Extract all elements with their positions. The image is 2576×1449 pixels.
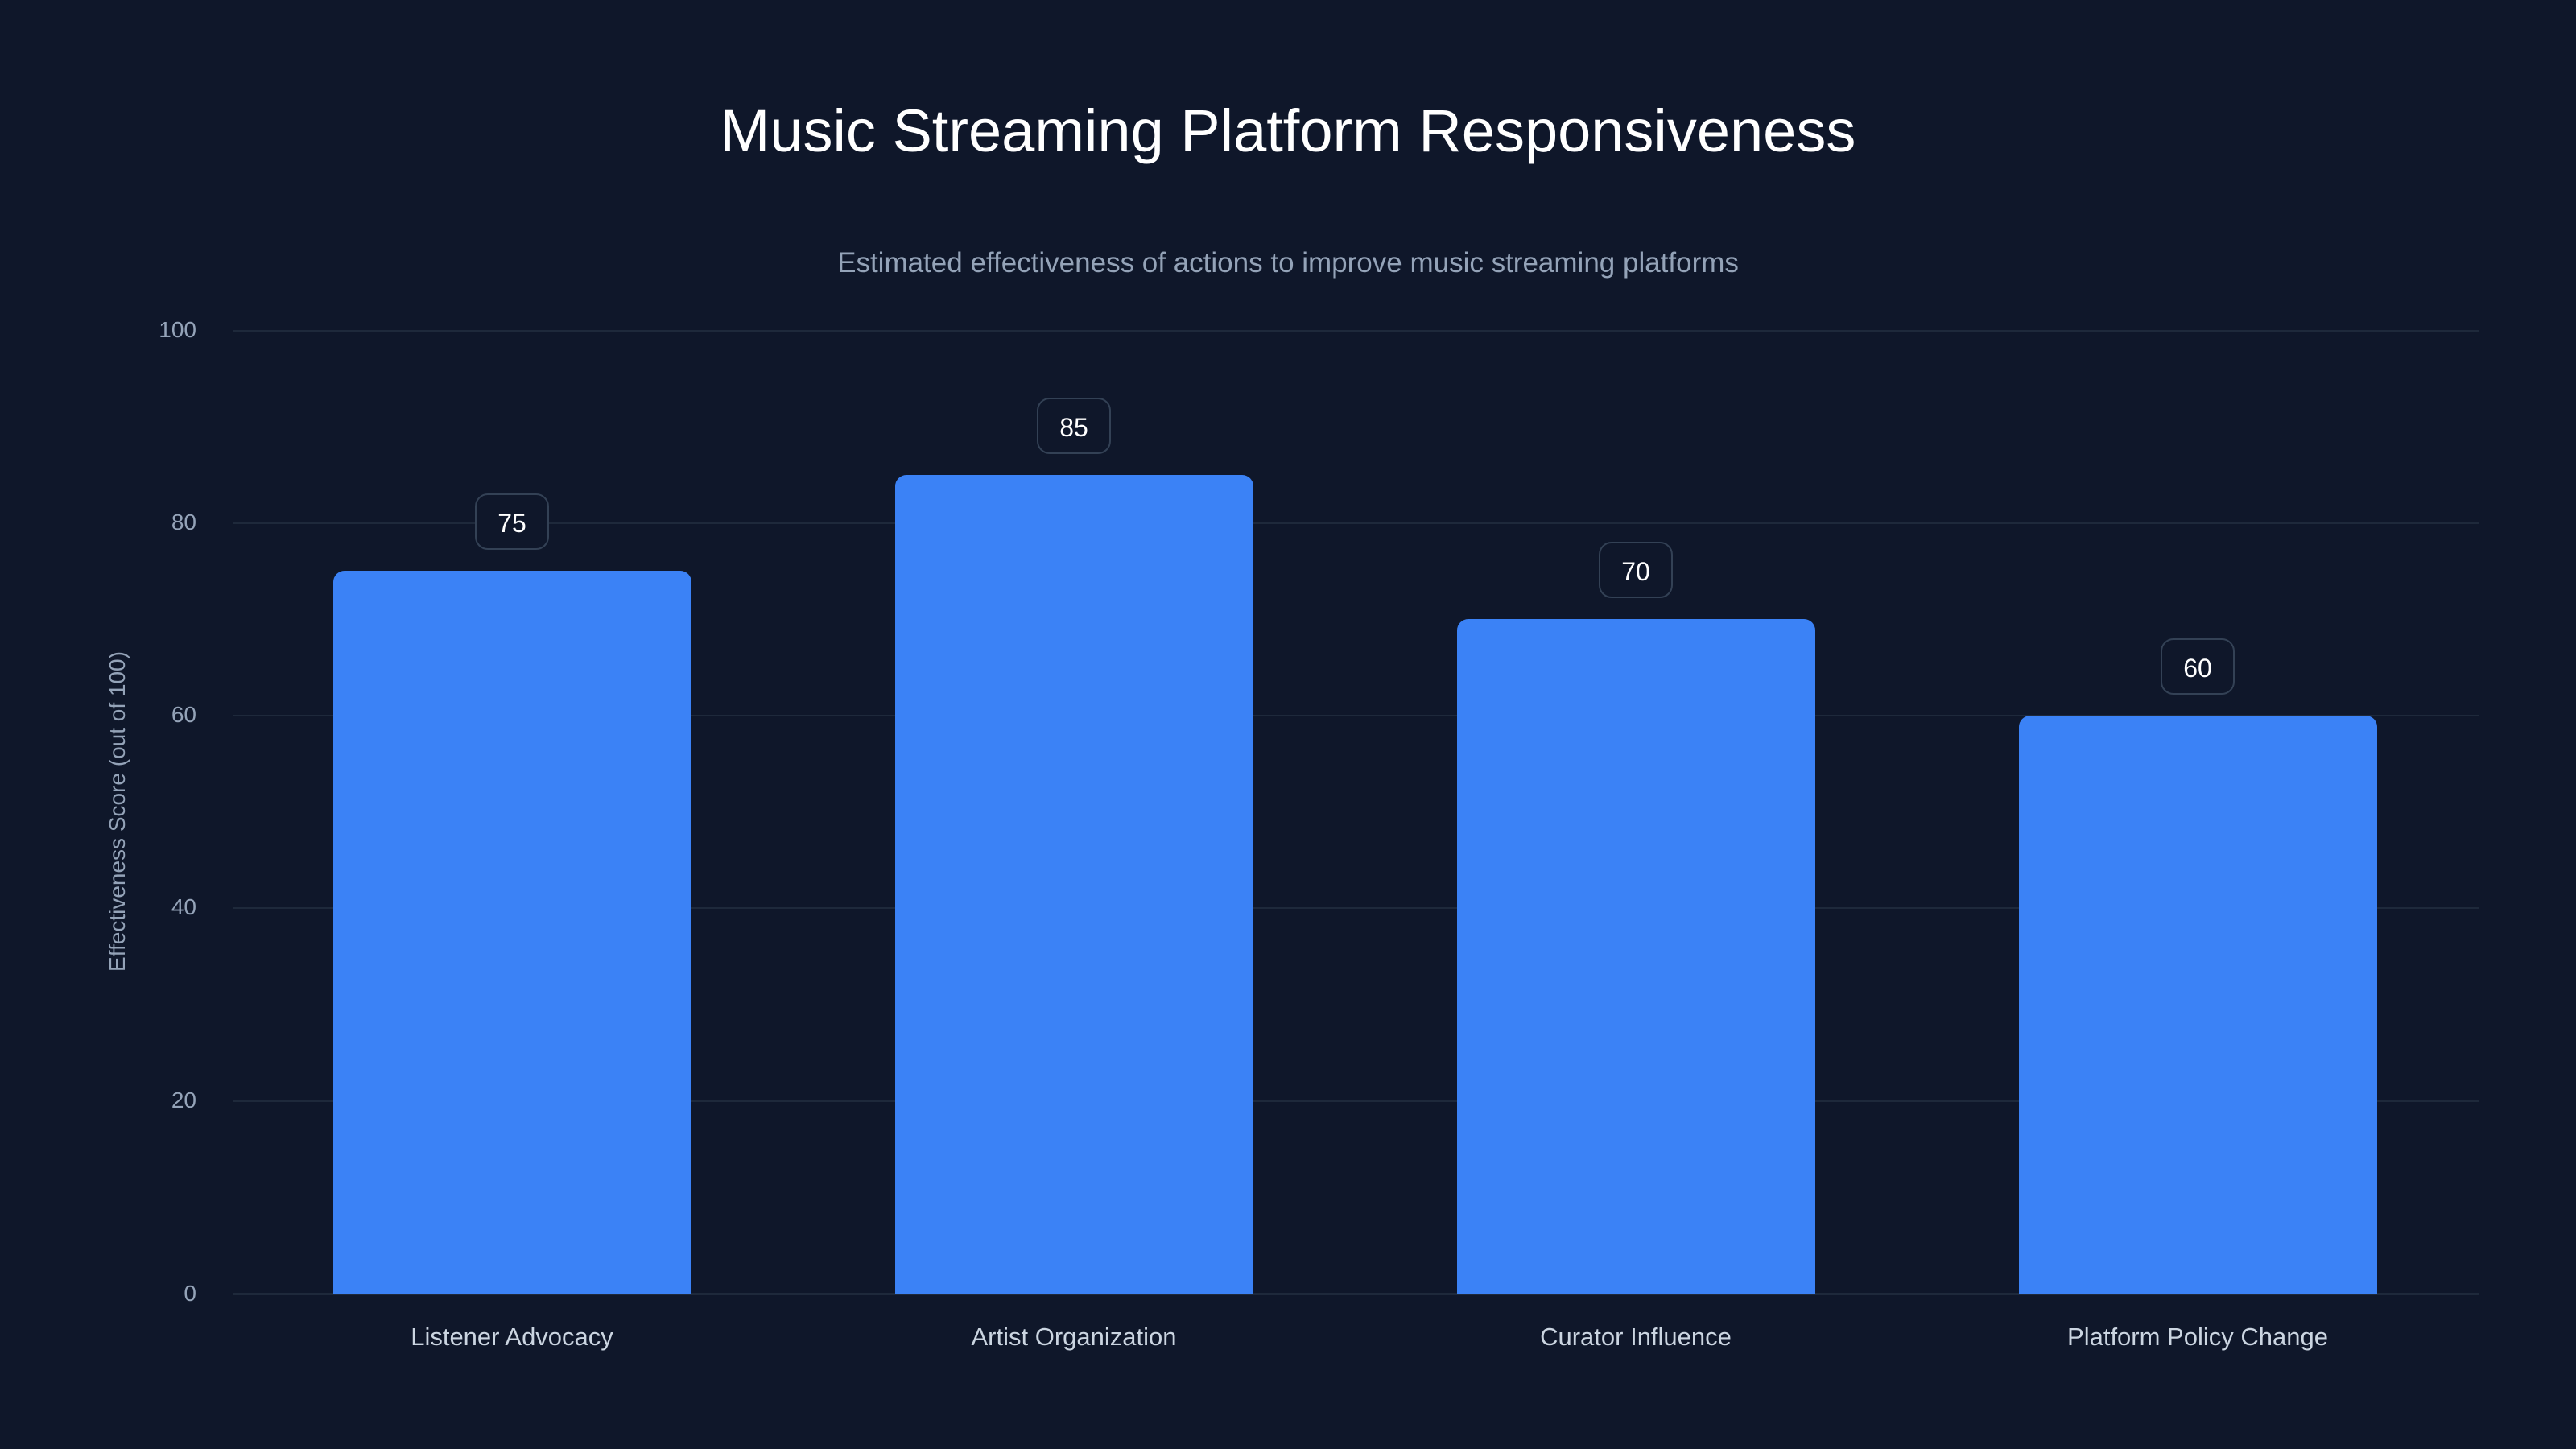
x-axis-baseline xyxy=(233,1293,2479,1295)
y-tick-0: 0 xyxy=(184,1281,196,1306)
gridline-60 xyxy=(233,715,2479,716)
chart-title: Music Streaming Platform Responsiveness xyxy=(720,97,1856,164)
x-label-platform-policy-change: Platform Policy Change xyxy=(2067,1323,2328,1351)
chart-subtitle: Estimated effectiveness of actions to im… xyxy=(837,247,1739,279)
plot-area: 75 85 70 60 xyxy=(233,330,2479,1295)
gridline-20 xyxy=(233,1100,2479,1102)
gridline-80 xyxy=(233,522,2479,524)
x-label-listener-advocacy: Listener Advocacy xyxy=(411,1323,613,1351)
bar-curator-influence[interactable] xyxy=(1457,619,1815,1294)
y-tick-20: 20 xyxy=(171,1088,196,1113)
y-tick-100: 100 xyxy=(159,317,196,342)
gridline-40 xyxy=(233,907,2479,909)
x-label-curator-influence: Curator Influence xyxy=(1540,1323,1732,1351)
bar-platform-policy-change[interactable] xyxy=(2019,715,2377,1294)
value-label-platform-policy-change: 60 xyxy=(2161,638,2235,695)
value-label-listener-advocacy: 75 xyxy=(475,493,549,551)
value-label-curator-influence: 70 xyxy=(1599,542,1673,599)
y-tick-80: 80 xyxy=(171,510,196,535)
gridline-100 xyxy=(233,330,2479,332)
value-label-artist-organization: 85 xyxy=(1037,397,1111,454)
bar-artist-organization[interactable] xyxy=(895,474,1253,1294)
x-label-artist-organization: Artist Organization xyxy=(971,1323,1177,1351)
bar-listener-advocacy[interactable] xyxy=(333,571,691,1294)
y-axis-label: Effectiveness Score (out of 100) xyxy=(105,651,130,972)
y-tick-60: 60 xyxy=(171,702,196,727)
y-tick-40: 40 xyxy=(171,894,196,919)
